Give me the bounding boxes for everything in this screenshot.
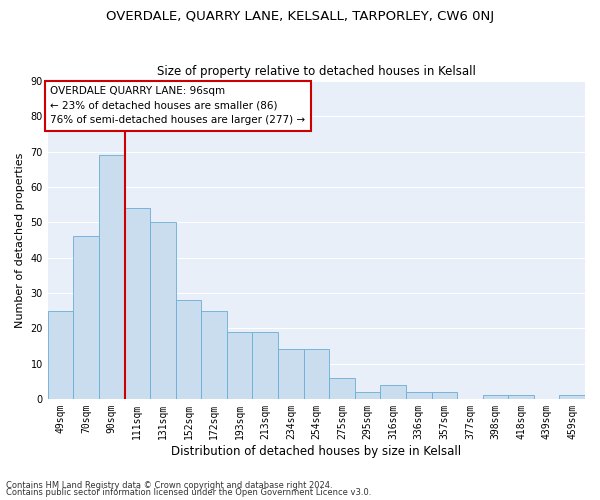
Bar: [329, 378, 355, 399]
Bar: [201, 310, 227, 399]
Bar: [176, 300, 201, 399]
Bar: [559, 396, 585, 399]
Bar: [304, 350, 329, 399]
Bar: [508, 396, 534, 399]
Bar: [253, 332, 278, 399]
Bar: [73, 236, 99, 399]
Bar: [48, 310, 73, 399]
Text: Contains HM Land Registry data © Crown copyright and database right 2024.: Contains HM Land Registry data © Crown c…: [6, 480, 332, 490]
Bar: [278, 350, 304, 399]
Bar: [227, 332, 253, 399]
Bar: [125, 208, 150, 399]
Text: Contains public sector information licensed under the Open Government Licence v3: Contains public sector information licen…: [6, 488, 371, 497]
Bar: [380, 384, 406, 399]
Bar: [150, 222, 176, 399]
Bar: [406, 392, 431, 399]
Text: OVERDALE, QUARRY LANE, KELSALL, TARPORLEY, CW6 0NJ: OVERDALE, QUARRY LANE, KELSALL, TARPORLE…: [106, 10, 494, 23]
X-axis label: Distribution of detached houses by size in Kelsall: Distribution of detached houses by size …: [172, 444, 461, 458]
Bar: [355, 392, 380, 399]
Bar: [99, 155, 125, 399]
Bar: [431, 392, 457, 399]
Bar: [482, 396, 508, 399]
Y-axis label: Number of detached properties: Number of detached properties: [15, 152, 25, 328]
Title: Size of property relative to detached houses in Kelsall: Size of property relative to detached ho…: [157, 66, 476, 78]
Text: OVERDALE QUARRY LANE: 96sqm
← 23% of detached houses are smaller (86)
76% of sem: OVERDALE QUARRY LANE: 96sqm ← 23% of det…: [50, 86, 305, 126]
